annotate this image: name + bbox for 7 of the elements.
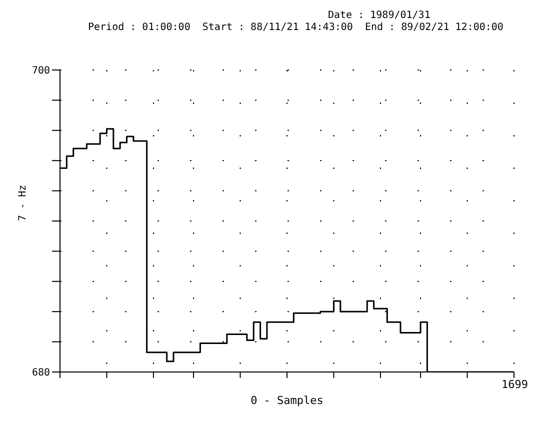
text: 1699 bbox=[502, 378, 528, 391]
y-tick-label: 700 bbox=[32, 66, 50, 77]
y-axis-title: 7 - Hz bbox=[18, 184, 29, 221]
x-axis-title: 0 - Samples bbox=[250, 394, 324, 407]
chart-title: Date : 1989/01/31 bbox=[327, 10, 432, 22]
y-tick-label: 680 bbox=[32, 368, 50, 379]
chart-subtitle: Period : 01:00:00 Start : 88/11/21 14:43:00 End : 89/02/21 12:00:00 bbox=[88, 22, 504, 34]
